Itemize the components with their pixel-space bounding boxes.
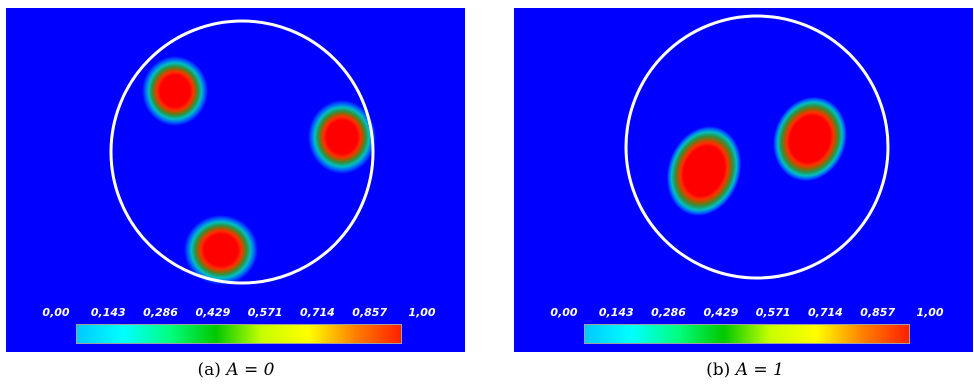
droplet-bottom xyxy=(184,215,258,285)
tick-label: 0,00 xyxy=(550,306,578,319)
tick-label: 0,143 xyxy=(598,306,634,319)
caption-label: (b) xyxy=(706,360,731,380)
tick-label: 0,00 xyxy=(42,306,70,319)
caption-a: (a) A = 0 xyxy=(198,360,275,380)
tick-label: 0,714 xyxy=(300,306,335,319)
colorbar-tick-labels-b: 0,00 0,143 0,286 0,429 0,571 0,714 0,857… xyxy=(550,306,943,320)
tick-label: 0,286 xyxy=(651,306,686,319)
caption-label: (a) xyxy=(197,360,221,380)
caption-math: A = 1 xyxy=(735,360,784,380)
tick-label: 0,714 xyxy=(808,306,843,319)
droplet-right xyxy=(773,96,847,182)
tick-label: 0,857 xyxy=(860,306,896,319)
caption-math: A = 0 xyxy=(226,360,275,380)
domain-boundary-circle xyxy=(624,14,890,280)
simulation-panel-a: 0,00 0,143 0,286 0,429 0,571 0,714 0,857… xyxy=(6,8,465,352)
simulation-field-b xyxy=(624,14,890,280)
tick-label: 1,00 xyxy=(408,306,436,319)
tick-label: 0,571 xyxy=(247,306,283,319)
droplet-left xyxy=(666,126,742,216)
droplet-right xyxy=(308,100,376,174)
tick-label: 0,571 xyxy=(755,306,791,319)
tick-label: 0,286 xyxy=(143,306,178,319)
colorbar-tick-labels-a: 0,00 0,143 0,286 0,429 0,571 0,714 0,857… xyxy=(42,306,435,320)
simulation-panel-b: 0,00 0,143 0,286 0,429 0,571 0,714 0,857… xyxy=(514,8,973,352)
droplet-upper-left xyxy=(142,56,208,126)
tick-label: 0,429 xyxy=(195,306,231,319)
simulation-field-a xyxy=(109,19,376,285)
tick-label: 0,143 xyxy=(90,306,126,319)
tick-label: 0,429 xyxy=(703,306,739,319)
tick-label: 0,857 xyxy=(352,306,388,319)
colorbar-a xyxy=(76,324,402,344)
domain-boundary-circle xyxy=(109,19,375,285)
colorbar-b xyxy=(584,324,910,344)
tick-label: 1,00 xyxy=(916,306,944,319)
caption-b: (b) A = 1 xyxy=(706,360,784,380)
